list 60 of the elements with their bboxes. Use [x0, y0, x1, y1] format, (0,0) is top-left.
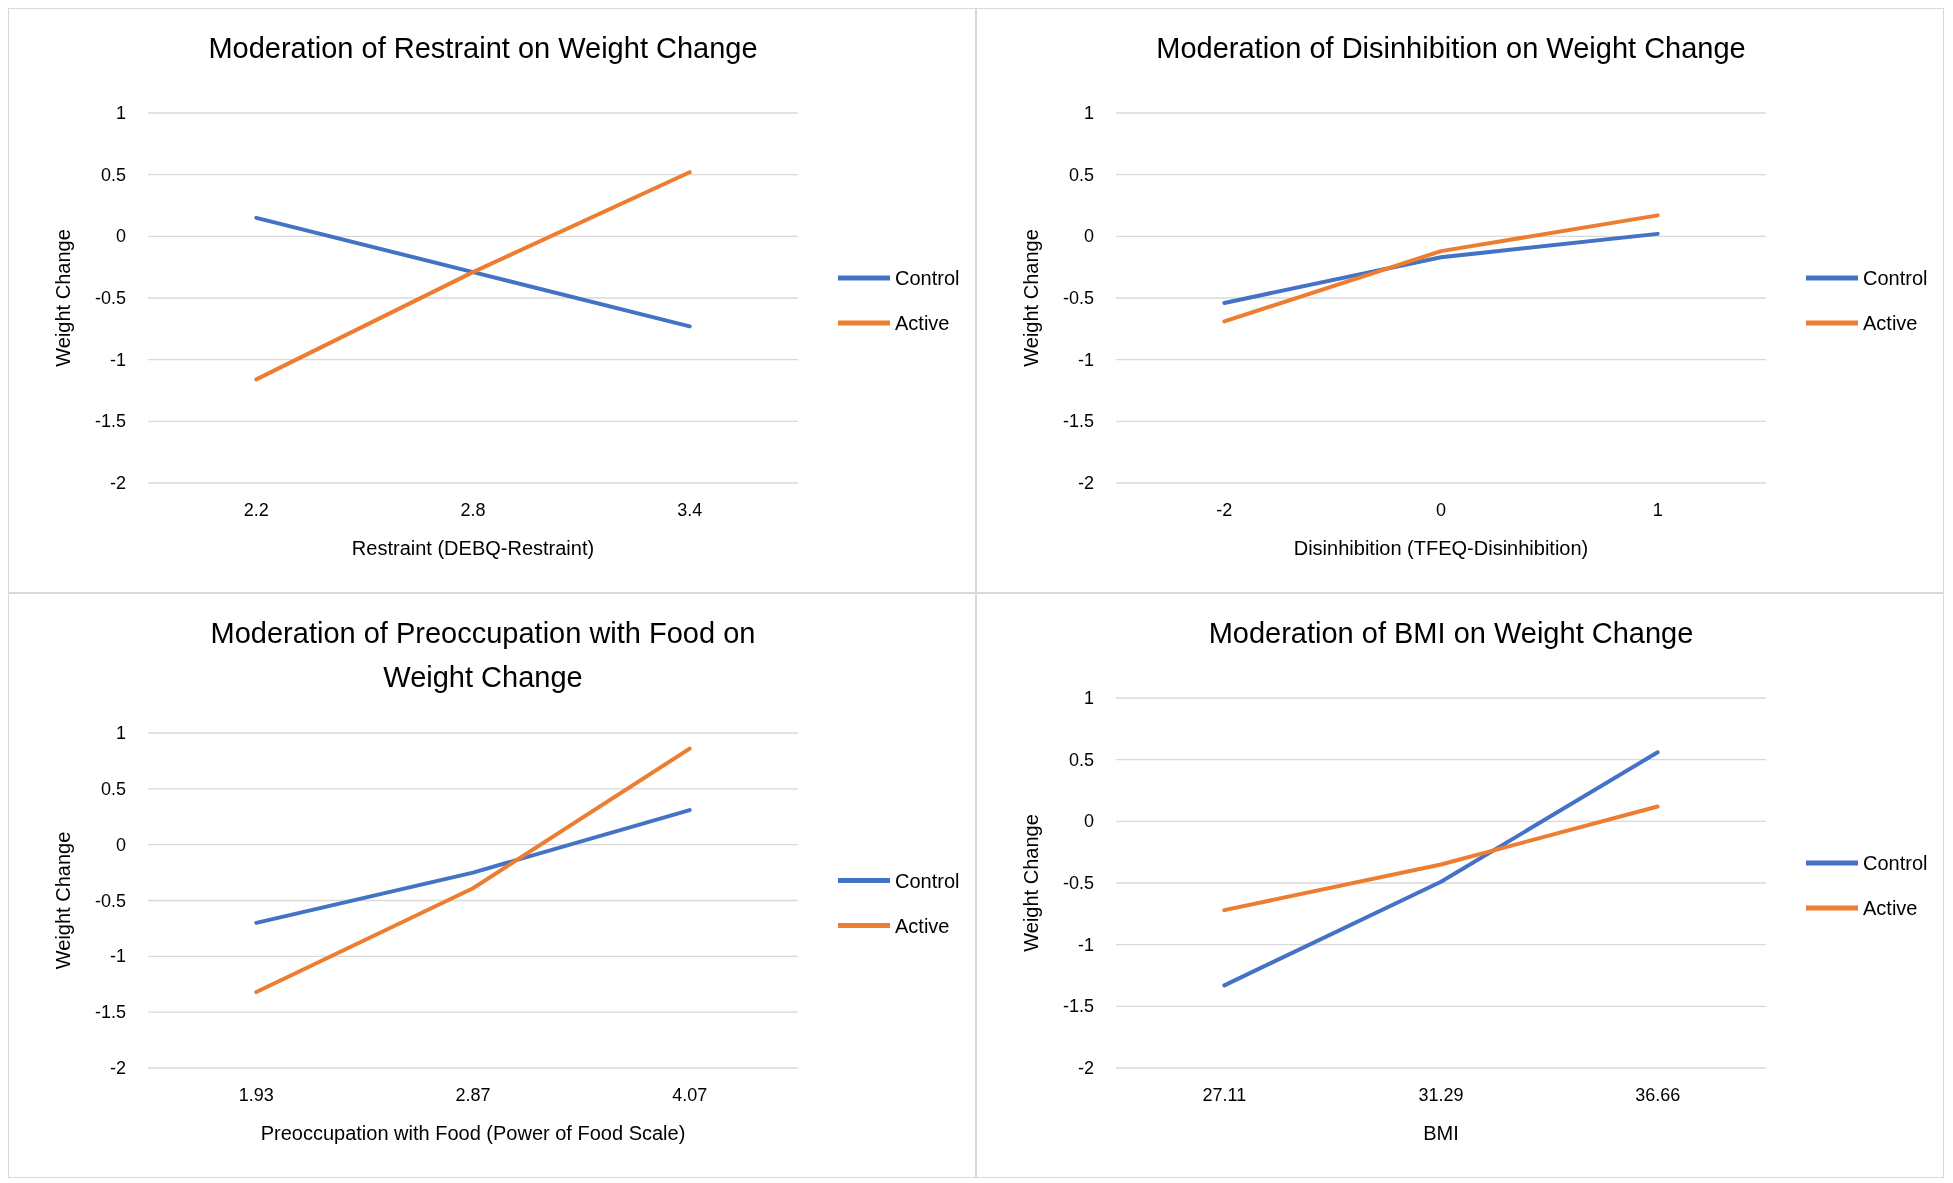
- y-tick-label: -1: [1077, 349, 1094, 370]
- y-tick-label: -1.5: [94, 1002, 126, 1023]
- chart-title: Moderation of Restraint on Weight Change: [208, 32, 758, 64]
- x-tick-label: 27.11: [1202, 1085, 1247, 1105]
- y-tick-label: -1.5: [1062, 996, 1094, 1017]
- y-tick-label: -2: [109, 1058, 126, 1078]
- y-tick-label: -0.5: [1062, 873, 1094, 893]
- legend-label: Active: [1863, 897, 1918, 919]
- chart-title: Moderation of Preoccupation with Food on Weight Change: [210, 617, 756, 693]
- x-tick-label: 31.29: [1418, 1085, 1464, 1105]
- legend-label: Active: [895, 312, 950, 334]
- y-tick-label: 1: [115, 103, 126, 123]
- y-tick-label: 0: [115, 834, 126, 855]
- y-tick-label: 0.5: [1068, 749, 1094, 770]
- y-tick-label: -0.5: [94, 288, 126, 308]
- x-tick-label: 1.93: [238, 1085, 274, 1105]
- y-tick-label: -1.5: [94, 411, 126, 432]
- x-tick-label: 3.4: [677, 500, 703, 520]
- y-tick-label: -2: [1077, 1058, 1094, 1078]
- x-axis-title: Disinhibition (TFEQ-Disinhibition): [1293, 537, 1589, 559]
- y-tick-label: 0: [1083, 226, 1094, 247]
- y-tick-label: -1: [109, 349, 126, 370]
- chart-title: Moderation of BMI on Weight Change: [1208, 617, 1694, 649]
- y-axis-title: Weight Change: [52, 831, 74, 970]
- y-tick-label: 0: [115, 226, 126, 247]
- x-tick-label: 0: [1435, 500, 1447, 520]
- x-tick-label: 2.2: [243, 500, 269, 520]
- y-tick-label: -2: [1077, 473, 1094, 493]
- y-tick-label: 0: [1083, 811, 1094, 832]
- legend-label: Control: [1863, 267, 1928, 289]
- x-axis-title: BMI: [1423, 1122, 1459, 1144]
- x-tick-label: 1: [1652, 500, 1663, 520]
- y-tick-label: -0.5: [94, 890, 126, 911]
- y-tick-label: 0.5: [100, 164, 126, 185]
- y-tick-label: 0.5: [1068, 164, 1094, 185]
- y-tick-label: 1: [115, 723, 126, 743]
- y-tick-label: -1: [109, 946, 126, 967]
- legend-label: Control: [1863, 852, 1928, 874]
- legend-label: Control: [895, 267, 960, 289]
- x-tick-label: 2.8: [460, 500, 486, 520]
- chart-title: Moderation of Disinhibition on Weight Change: [1156, 32, 1746, 64]
- y-tick-label: -0.5: [1062, 288, 1094, 308]
- x-tick-label: -2: [1216, 500, 1233, 520]
- x-tick-label: 4.07: [672, 1085, 708, 1105]
- y-tick-label: 1: [1083, 688, 1094, 708]
- y-axis-title: Weight Change: [1020, 229, 1042, 367]
- y-tick-label: 1: [1083, 103, 1094, 123]
- y-tick-label: -1.5: [1062, 411, 1094, 432]
- y-axis-title: Weight Change: [1020, 814, 1042, 952]
- x-axis-title: Preoccupation with Food (Power of Food Scale): [260, 1122, 686, 1144]
- x-axis-title: Restraint (DEBQ-Restraint): [351, 537, 595, 559]
- legend-label: Active: [895, 914, 950, 937]
- legend-label: Active: [1863, 312, 1918, 334]
- y-tick-label: -2: [109, 473, 126, 493]
- y-axis-title: Weight Change: [52, 229, 74, 367]
- y-tick-label: 0.5: [100, 778, 126, 799]
- x-tick-label: 2.87: [455, 1085, 491, 1105]
- legend-label: Control: [895, 869, 960, 892]
- y-tick-label: -1: [1077, 934, 1094, 955]
- x-tick-label: 36.66: [1635, 1085, 1681, 1105]
